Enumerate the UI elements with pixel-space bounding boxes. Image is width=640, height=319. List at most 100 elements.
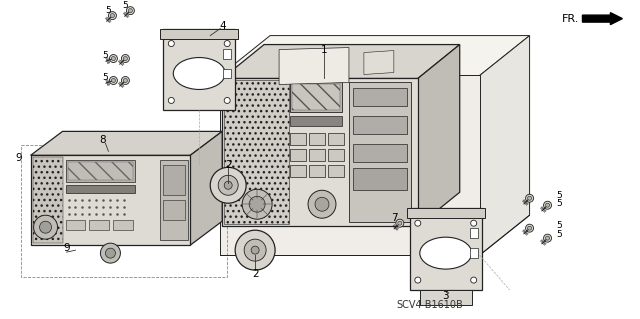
Bar	[328, 149, 344, 161]
Bar	[163, 200, 185, 220]
Bar	[470, 228, 477, 238]
Circle shape	[470, 220, 477, 226]
Bar	[292, 85, 340, 110]
Circle shape	[168, 97, 174, 103]
Circle shape	[545, 236, 550, 240]
Polygon shape	[31, 155, 190, 245]
Bar	[65, 185, 136, 193]
Text: 9: 9	[15, 153, 22, 163]
Bar	[353, 116, 407, 134]
Circle shape	[124, 56, 127, 61]
Text: 1: 1	[321, 45, 327, 55]
Text: FR.: FR.	[562, 14, 579, 24]
Circle shape	[33, 215, 58, 239]
Bar	[309, 165, 325, 177]
Circle shape	[109, 77, 117, 85]
Bar	[90, 220, 109, 230]
Circle shape	[106, 248, 115, 258]
Bar	[290, 133, 306, 145]
Text: 5: 5	[557, 191, 563, 200]
Bar	[353, 88, 407, 107]
Text: 2: 2	[225, 160, 232, 170]
Bar	[290, 165, 306, 177]
Circle shape	[224, 97, 230, 103]
Text: 9: 9	[63, 243, 70, 253]
Bar	[470, 248, 477, 258]
Ellipse shape	[173, 57, 225, 89]
Polygon shape	[222, 45, 460, 78]
Bar	[65, 220, 86, 230]
Circle shape	[111, 78, 115, 83]
Text: SCV4-B1610B: SCV4-B1610B	[396, 300, 463, 310]
Circle shape	[415, 220, 420, 226]
Polygon shape	[31, 131, 222, 155]
Circle shape	[545, 203, 550, 207]
Circle shape	[527, 226, 532, 230]
Circle shape	[308, 190, 336, 218]
FancyArrow shape	[582, 13, 622, 25]
Circle shape	[40, 221, 52, 233]
Polygon shape	[420, 290, 472, 305]
Text: 5: 5	[557, 230, 563, 239]
Ellipse shape	[420, 237, 472, 269]
Bar	[113, 220, 133, 230]
Circle shape	[415, 277, 420, 283]
Circle shape	[315, 197, 329, 211]
Text: 5: 5	[557, 221, 563, 230]
Circle shape	[109, 55, 117, 63]
Circle shape	[470, 277, 477, 283]
Circle shape	[543, 201, 552, 209]
Bar	[309, 133, 325, 145]
Circle shape	[168, 41, 174, 47]
Circle shape	[396, 219, 404, 227]
Polygon shape	[222, 78, 418, 226]
Polygon shape	[190, 131, 222, 245]
Bar	[33, 157, 63, 243]
Circle shape	[525, 194, 534, 202]
Polygon shape	[407, 208, 484, 218]
Text: 4: 4	[220, 21, 227, 31]
Circle shape	[129, 9, 132, 13]
Bar	[328, 133, 344, 145]
Bar	[223, 48, 231, 58]
Polygon shape	[418, 45, 460, 226]
Bar	[224, 80, 289, 224]
Bar	[353, 168, 407, 190]
Polygon shape	[279, 48, 349, 85]
Circle shape	[398, 221, 402, 225]
Circle shape	[124, 78, 127, 83]
Bar	[65, 160, 136, 182]
Bar	[349, 83, 411, 222]
Text: 5: 5	[122, 1, 128, 10]
Text: 7: 7	[392, 213, 398, 223]
Circle shape	[527, 196, 532, 200]
Circle shape	[111, 56, 115, 61]
Bar	[161, 160, 188, 240]
Circle shape	[543, 234, 552, 242]
Text: 5: 5	[102, 51, 108, 60]
Bar	[20, 145, 227, 277]
Circle shape	[210, 167, 246, 203]
Bar	[290, 149, 306, 161]
Bar	[290, 116, 342, 126]
Polygon shape	[163, 29, 235, 110]
Text: 5: 5	[102, 73, 108, 82]
Circle shape	[100, 243, 120, 263]
Bar	[353, 145, 407, 162]
Text: 2: 2	[252, 269, 259, 279]
Circle shape	[224, 41, 230, 47]
Circle shape	[108, 11, 116, 19]
Bar	[223, 69, 231, 78]
Circle shape	[126, 7, 134, 15]
Circle shape	[249, 196, 265, 212]
Circle shape	[251, 246, 259, 254]
Polygon shape	[220, 36, 529, 76]
Polygon shape	[364, 50, 394, 75]
Bar	[309, 149, 325, 161]
Bar	[67, 162, 133, 180]
Bar	[328, 165, 344, 177]
Text: 5: 5	[557, 199, 563, 208]
Circle shape	[218, 175, 238, 195]
Circle shape	[224, 181, 232, 189]
Bar	[290, 83, 342, 112]
